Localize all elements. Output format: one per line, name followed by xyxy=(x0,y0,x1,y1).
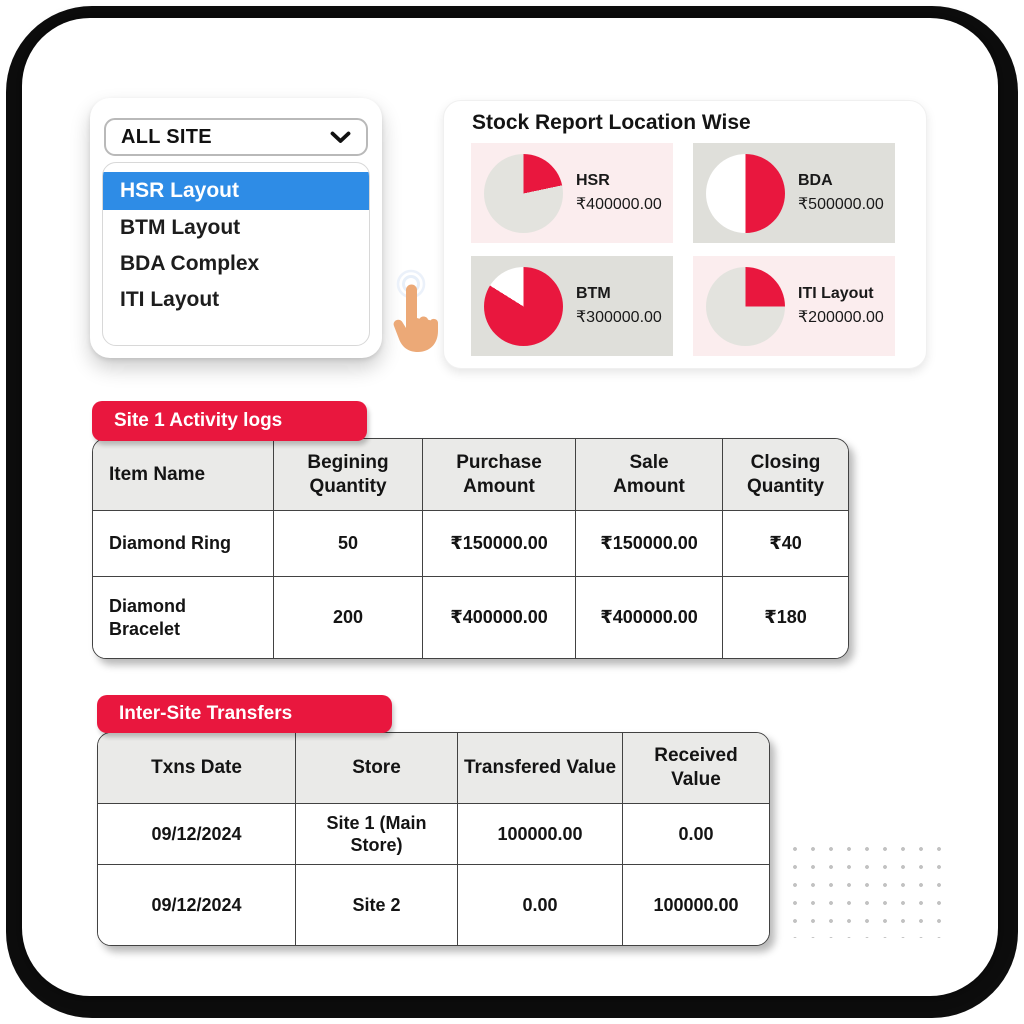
table-cell: ₹150000.00 xyxy=(576,511,723,577)
col-header-received-value: Received Value xyxy=(623,733,769,804)
stock-report-title: Stock Report Location Wise xyxy=(472,111,751,134)
table-cell: ₹400000.00 xyxy=(423,577,576,658)
tile-name: BTM xyxy=(576,285,611,302)
tile-name: HSR xyxy=(576,172,610,189)
tile-name: BDA xyxy=(798,172,833,189)
pie-chart-btm xyxy=(484,266,563,346)
table-cell: ₹400000.00 xyxy=(576,577,723,658)
stock-tile-iti: ITI Layout ₹200000.00 xyxy=(693,256,895,356)
tile-value: ₹500000.00 xyxy=(798,196,884,213)
table-cell: ₹150000.00 xyxy=(423,511,576,577)
table-cell: 0.00 xyxy=(623,804,769,865)
stock-report-card: Stock Report Location Wise HSR ₹400000.0… xyxy=(443,100,927,369)
stock-tiles-grid: HSR ₹400000.00 BDA ₹500000.00 BTM ₹30000… xyxy=(471,143,895,356)
option-hsr-layout[interactable]: HSR Layout xyxy=(103,172,369,210)
table-cell: 100000.00 xyxy=(458,804,623,865)
option-bda-complex[interactable]: BDA Complex xyxy=(120,252,260,275)
site-select-value: ALL SITE xyxy=(121,125,212,148)
inter-site-transfers-table: Txns Date Store Transfered Value Receive… xyxy=(97,732,770,946)
table-cell: 100000.00 xyxy=(623,865,769,945)
table-cell: 200 xyxy=(274,577,423,658)
col-header-closing-quantity: Closing Quantity xyxy=(723,439,848,511)
col-header-begining-quantity: Begining Quantity xyxy=(274,439,423,511)
col-header-transfered-value: Transfered Value xyxy=(458,733,623,804)
table-cell: Diamond Bracelet xyxy=(93,577,274,658)
col-header-purchase-amount: Purchase Amount xyxy=(423,439,576,511)
option-btm-layout[interactable]: BTM Layout xyxy=(120,216,241,239)
table-cell: 50 xyxy=(274,511,423,577)
tile-value: ₹300000.00 xyxy=(576,309,662,326)
stock-tile-hsr: HSR ₹400000.00 xyxy=(471,143,673,243)
stock-tile-btm: BTM ₹300000.00 xyxy=(471,256,673,356)
col-header-store: Store xyxy=(296,733,458,804)
table-cell: 0.00 xyxy=(458,865,623,945)
col-header-sale-amount: Sale Amount xyxy=(576,439,723,511)
option-iti-layout[interactable]: ITI Layout xyxy=(120,288,220,311)
site-select[interactable]: ALL SITE xyxy=(104,118,368,156)
pie-chart-bda xyxy=(706,153,785,233)
dot-grid-decoration xyxy=(786,840,954,938)
tile-value: ₹200000.00 xyxy=(798,309,884,326)
table-cell: ₹40 xyxy=(723,511,848,577)
inter-site-transfers-badge: Inter-Site Transfers xyxy=(97,695,392,733)
activity-logs-badge: Site 1 Activity logs xyxy=(92,401,367,441)
tile-name: ITI Layout xyxy=(798,285,874,302)
stock-tile-bda: BDA ₹500000.00 xyxy=(693,143,895,243)
activity-logs-table: Item Name Begining Quantity Purchase Amo… xyxy=(92,438,849,659)
pie-chart-hsr xyxy=(484,153,563,233)
site-options-list: HSR Layout BTM Layout BDA Complex ITI La… xyxy=(102,162,370,346)
table-cell: 09/12/2024 xyxy=(98,865,296,945)
col-header-item-name: Item Name xyxy=(93,439,274,511)
tap-hand-icon xyxy=(393,269,438,352)
tile-value: ₹400000.00 xyxy=(576,196,662,213)
site-dropdown-panel: ALL SITE HSR Layout BTM Layout BDA Compl… xyxy=(90,98,438,358)
table-cell: ₹180 xyxy=(723,577,848,658)
table-cell: 09/12/2024 xyxy=(98,804,296,865)
table-cell: Diamond Ring xyxy=(93,511,274,577)
table-cell: Site 1 (Main Store) xyxy=(296,804,458,865)
col-header-txns-date: Txns Date xyxy=(98,733,296,804)
pie-chart-iti xyxy=(706,266,785,346)
chevron-down-icon xyxy=(330,131,351,143)
table-cell: Site 2 xyxy=(296,865,458,945)
